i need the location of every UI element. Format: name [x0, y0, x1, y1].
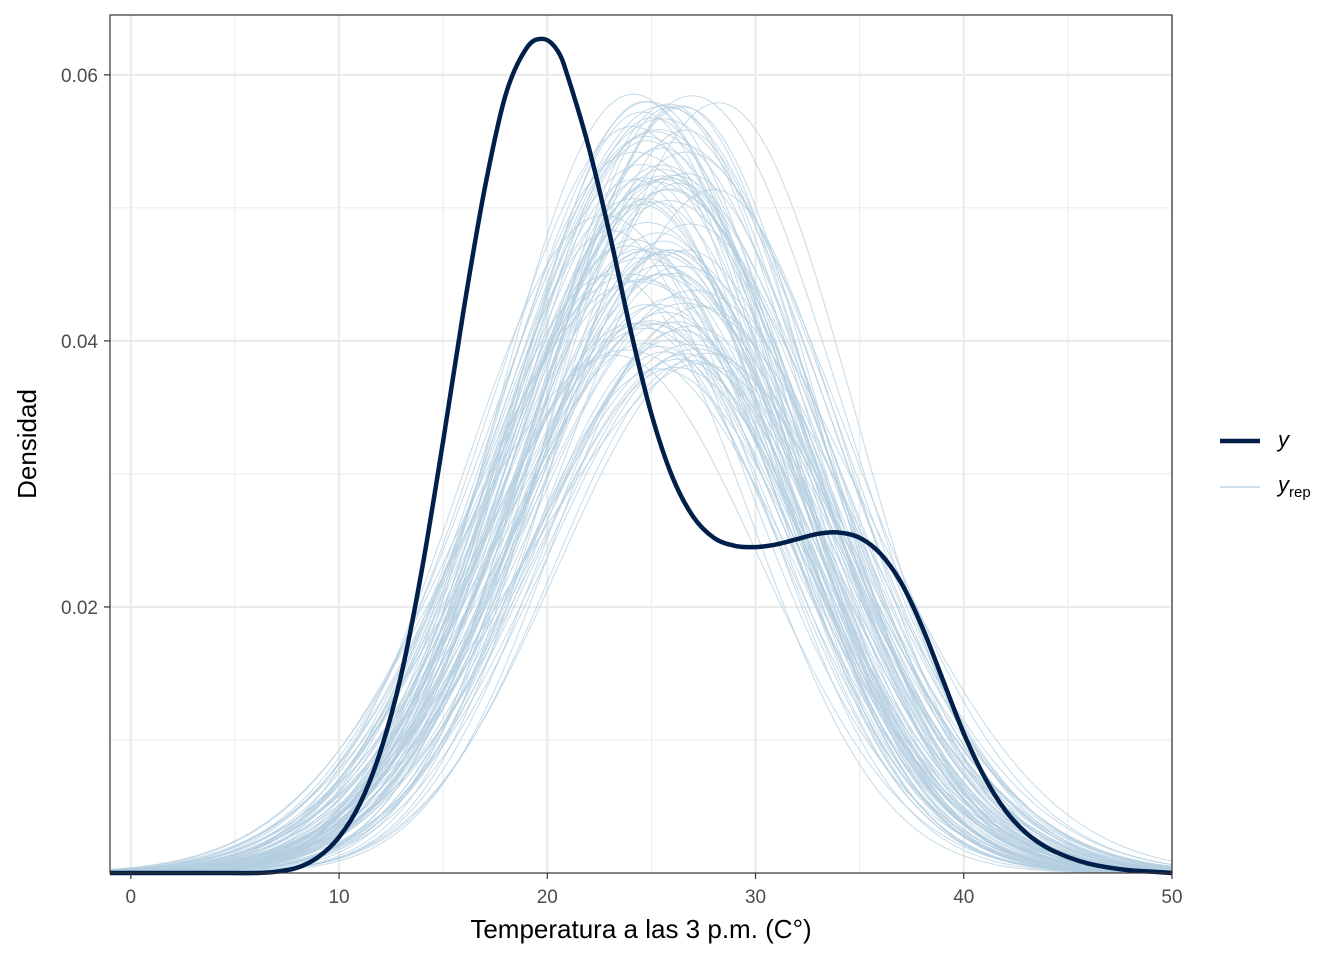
yrep-line	[109, 274, 1173, 874]
y-tick-label: 0.06	[61, 66, 98, 87]
legend-label-yrep-main: y	[1276, 472, 1291, 497]
legend-label-yrep-subscript: rep	[1289, 484, 1311, 501]
y-tick-label: 0.04	[61, 332, 98, 353]
yrep-line	[109, 362, 1173, 873]
legend: y yrep	[1220, 427, 1311, 501]
x-tick-label: 10	[328, 887, 349, 908]
yrep-line	[109, 323, 1173, 873]
x-tick-label: 40	[953, 887, 974, 908]
x-tick-label: 0	[126, 887, 137, 908]
yrep-line	[109, 348, 1173, 874]
plot-panel-border	[109, 14, 1173, 874]
yrep-line	[109, 245, 1173, 874]
yrep-line	[109, 304, 1173, 874]
observed-line-group	[110, 36, 1173, 876]
plot-panel-background	[110, 15, 1172, 873]
yrep-line	[109, 147, 1173, 874]
x-tick-label: 20	[537, 887, 558, 908]
legend-label-y: y	[1276, 427, 1291, 452]
yrep-line	[109, 164, 1173, 873]
observed-y-line	[110, 36, 1173, 876]
yrep-line	[109, 101, 1173, 874]
y-axis-title: Densidad	[12, 389, 42, 499]
x-axis-title: Temperatura a las 3 p.m. (C°)	[470, 914, 811, 944]
yrep-line	[109, 302, 1173, 872]
yrep-line	[109, 188, 1173, 874]
yrep-line	[109, 102, 1173, 872]
axis-layer: 0 10 20 30 40 50 0.02 0.04 0.06	[61, 66, 1183, 908]
yrep-line	[109, 188, 1173, 874]
y-tick-label: 0.02	[61, 598, 98, 619]
x-tick-label: 50	[1161, 887, 1182, 908]
yrep-line	[109, 253, 1173, 873]
yrep-line	[109, 351, 1173, 874]
legend-label-yrep: yrep	[1276, 472, 1311, 501]
yrep-line	[109, 172, 1173, 874]
yrep-lines-group	[109, 93, 1173, 874]
yrep-line	[109, 106, 1173, 874]
yrep-line	[109, 164, 1173, 873]
x-tick-label: 30	[745, 887, 766, 908]
yrep-line	[109, 343, 1173, 874]
yrep-line	[109, 118, 1173, 871]
